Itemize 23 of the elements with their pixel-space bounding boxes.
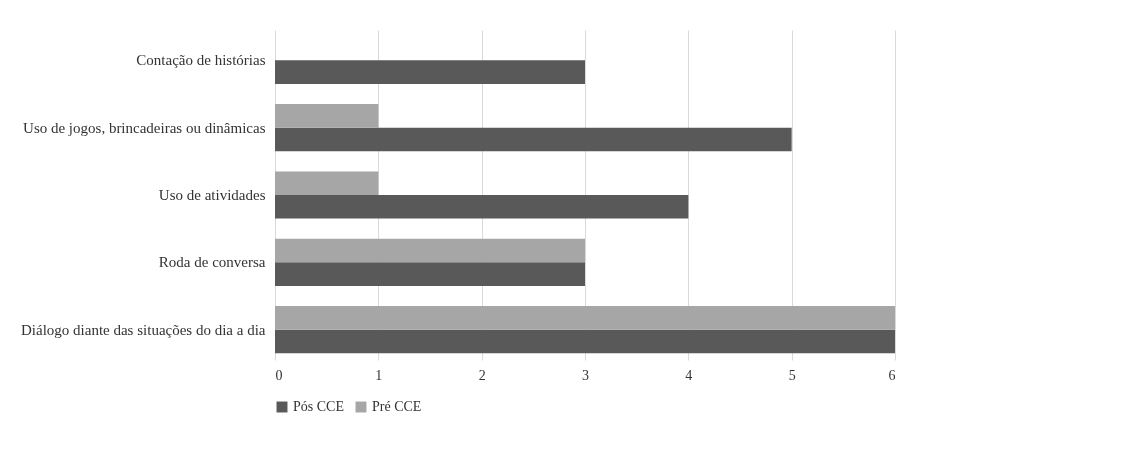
bar bbox=[275, 171, 379, 195]
legend-label: Pós CCE bbox=[293, 399, 344, 414]
x-tick-label: 2 bbox=[478, 367, 486, 383]
y-tick-label: Diálogo diante das situações do dia a dia bbox=[20, 321, 266, 338]
bar bbox=[275, 329, 895, 354]
bar bbox=[275, 238, 585, 263]
bar bbox=[275, 127, 792, 152]
x-tick-label: 5 bbox=[788, 367, 796, 383]
x-tick-label: 3 bbox=[582, 367, 589, 383]
bar bbox=[275, 306, 895, 330]
y-tick-label: Roda de conversa bbox=[158, 254, 266, 271]
x-tick-label: 4 bbox=[685, 367, 693, 383]
y-tick-label: Uso de atividades bbox=[158, 187, 266, 203]
x-tick-label: 1 bbox=[375, 367, 383, 383]
legend-label: Pré CCE bbox=[372, 399, 422, 414]
x-tick-label: 0 bbox=[275, 367, 283, 383]
bar bbox=[275, 104, 379, 128]
y-tick-label: Uso de jogos, brincadeiras ou dinâmicas bbox=[23, 119, 266, 136]
bar bbox=[275, 195, 689, 219]
y-tick-label: Contação de histórias bbox=[136, 52, 266, 69]
x-tick-label: 6 bbox=[888, 367, 896, 383]
bar bbox=[275, 262, 585, 286]
bar bbox=[275, 60, 585, 84]
